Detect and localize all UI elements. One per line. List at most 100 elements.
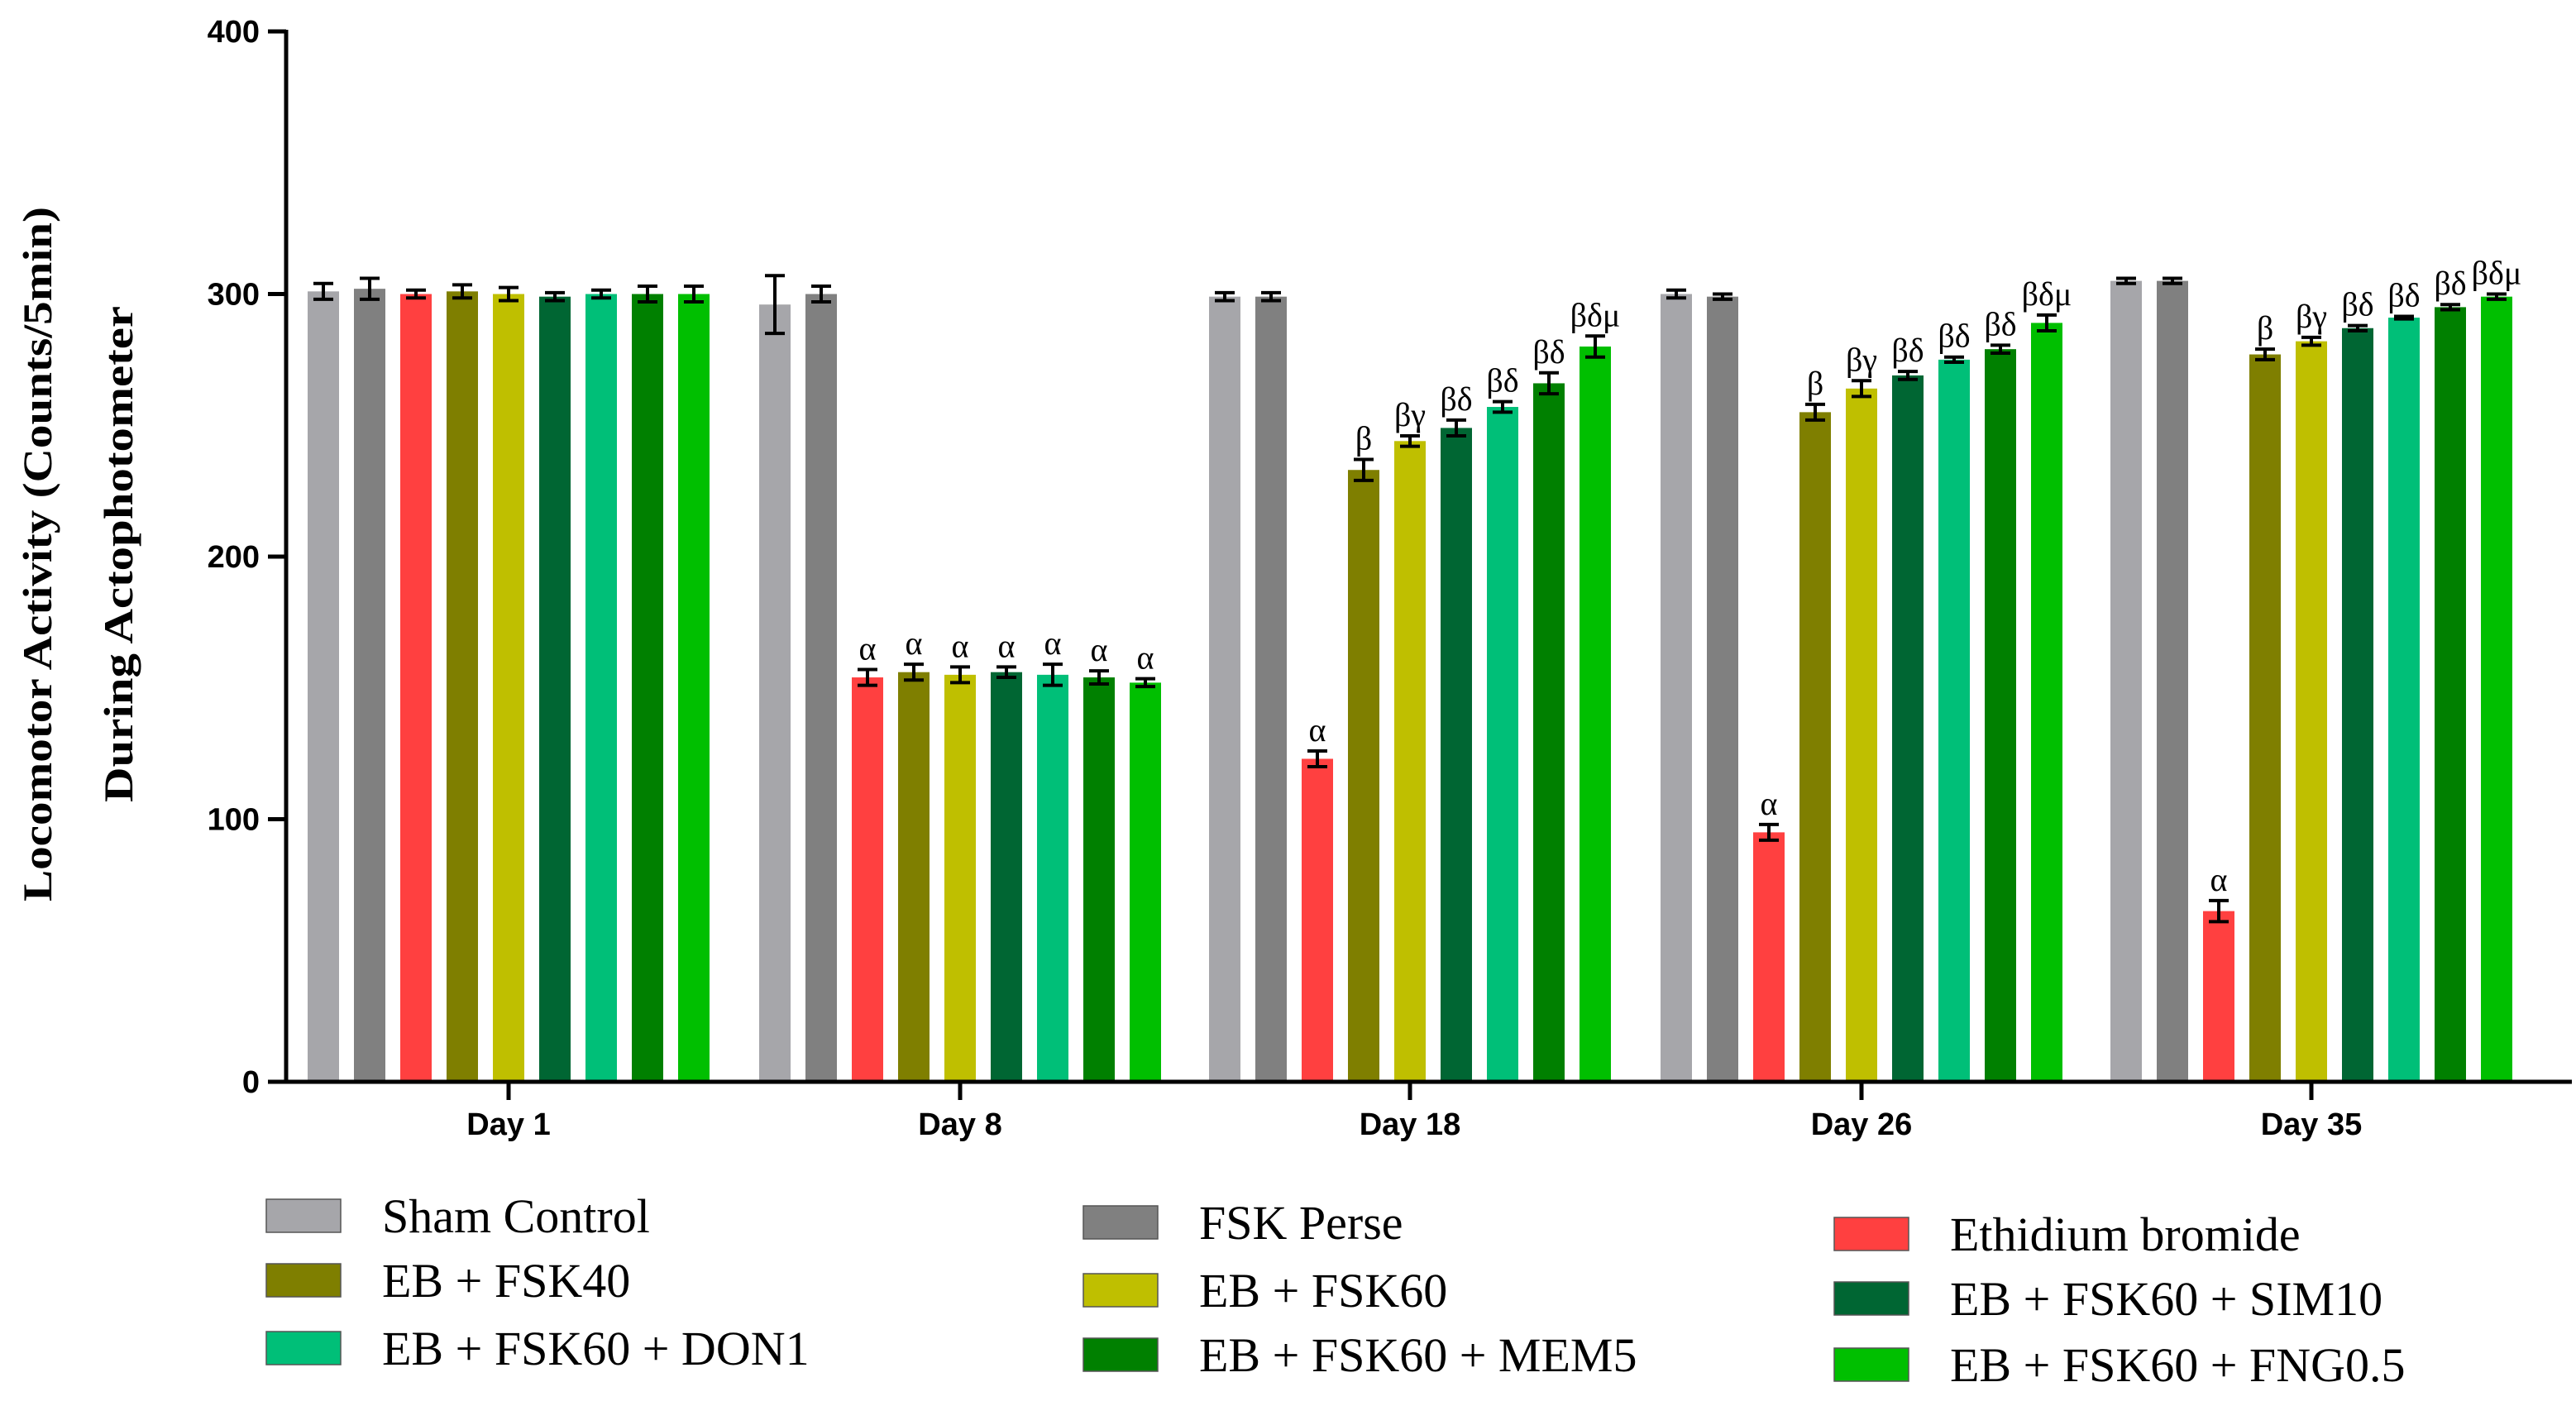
error-bar-8-4 [2487, 292, 2507, 301]
bar-3-0 [447, 291, 478, 1082]
bar-3-1 [898, 672, 930, 1082]
error-bar-2-4 [2209, 898, 2229, 924]
error-bar-7-1 [1089, 669, 1109, 686]
bar-2-3 [1753, 832, 1785, 1082]
bar-4-2 [1394, 441, 1426, 1082]
error-bar-5-4 [2348, 323, 2368, 332]
bar-7-2 [1533, 383, 1565, 1082]
bar-8-2 [1580, 347, 1611, 1082]
y-tick-label-100: 100 [208, 803, 260, 838]
legend-label-0-1: FSK Perse [1199, 1196, 1403, 1250]
legend-swatch-1-0 [265, 1263, 342, 1298]
legend-item-0-0: Sham Control [265, 1189, 650, 1243]
x-tick-label-1: Day 8 [918, 1107, 1001, 1142]
annotation-3-4: β [2257, 309, 2273, 347]
x-tick-label-4: Day 35 [2261, 1107, 2363, 1142]
bar-1-1 [805, 294, 837, 1082]
error-bar-7-4 [2440, 303, 2460, 312]
error-bar-0-0 [313, 281, 333, 301]
legend-swatch-0-1 [1082, 1205, 1159, 1240]
bar-1-0 [354, 289, 385, 1082]
error-bar-1-4 [2163, 276, 2182, 285]
error-bar-1-3 [1713, 292, 1732, 301]
error-bar-3-3 [1805, 402, 1825, 422]
bar-6-1 [1037, 674, 1068, 1082]
legend-label-1-1: EB + FSK60 [1199, 1264, 1447, 1318]
error-bar-0-2 [1215, 290, 1235, 303]
bar-0-1 [759, 304, 791, 1082]
bar-6-3 [1938, 359, 1970, 1082]
annotation-6-2: βδ [1486, 362, 1518, 399]
error-bar-7-3 [1991, 343, 2010, 355]
x-tick-label-0: Day 1 [466, 1107, 550, 1142]
annotation-6-4: βδ [2387, 276, 2420, 313]
error-bar-0-4 [2116, 276, 2136, 285]
error-bar-7-2 [1539, 371, 1559, 396]
bar-3-4 [2249, 354, 2281, 1082]
error-bar-0-1 [765, 274, 785, 336]
bar-2-4 [2203, 911, 2234, 1082]
annotation-7-3: βδ [1984, 305, 2016, 342]
bar-2-0 [400, 294, 432, 1082]
error-bar-2-3 [1759, 822, 1779, 842]
bar-2-2 [1302, 758, 1333, 1082]
legend-swatch-2-0 [265, 1331, 342, 1365]
error-bar-8-1 [1135, 677, 1155, 689]
annotation-7-1: α [1091, 631, 1108, 668]
bars-layer [308, 280, 2512, 1082]
bar-2-1 [852, 677, 883, 1082]
x-tick-label-3: Day 26 [1811, 1107, 1913, 1142]
error-bar-4-4 [2301, 335, 2321, 347]
legend: Sham Control FSK Perse Ethidium bromide EB … [265, 1189, 2405, 1392]
bar-3-3 [1799, 412, 1831, 1082]
bar-6-0 [585, 294, 617, 1082]
bar-4-4 [2296, 341, 2327, 1082]
bar-4-1 [944, 674, 976, 1082]
bar-5-3 [1892, 375, 1924, 1082]
annotation-4-2: βγ [1394, 396, 1426, 433]
bar-3-2 [1348, 470, 1379, 1082]
error-bar-1-0 [360, 276, 380, 301]
bar-7-3 [1985, 349, 2016, 1082]
bar-6-2 [1487, 407, 1518, 1082]
annotation-6-3: βδ [1938, 318, 1970, 355]
legend-swatch-2-1 [1082, 1337, 1159, 1372]
error-bar-4-2 [1400, 433, 1420, 448]
annotation-5-1: α [998, 627, 1016, 664]
legend-item-0-2: Ethidium bromide [1833, 1208, 2301, 1261]
x-tick-label-2: Day 18 [1360, 1107, 1461, 1142]
error-bar-5-1 [996, 665, 1016, 680]
bar-6-4 [2388, 318, 2420, 1082]
error-bars-layer [313, 274, 2507, 924]
error-bar-2-1 [858, 667, 877, 687]
error-bar-1-2 [1261, 290, 1281, 303]
bar-7-1 [1083, 677, 1115, 1082]
bar-7-0 [632, 294, 663, 1082]
y-tick-label-400: 400 [208, 15, 260, 50]
legend-item-1-0: EB + FSK40 [265, 1254, 630, 1308]
annotation-7-4: βδ [2434, 265, 2466, 302]
bar-8-1 [1130, 682, 1161, 1082]
legend-label-2-2: EB + FSK60 + FNG0.5 [1950, 1338, 2405, 1392]
bar-1-2 [1255, 296, 1287, 1082]
y-tick-label-0: 0 [242, 1065, 260, 1100]
bar-7-4 [2435, 307, 2466, 1082]
annotation-3-3: β [1807, 365, 1823, 402]
bar-1-4 [2157, 280, 2188, 1082]
bar-4-3 [1846, 388, 1877, 1082]
error-bar-1-1 [811, 284, 831, 304]
annotation-3-1: α [906, 624, 923, 662]
legend-label-1-0: EB + FSK40 [382, 1254, 630, 1308]
annotation-5-4: βδ [2341, 286, 2373, 323]
error-bar-8-2 [1585, 334, 1605, 359]
error-bar-4-1 [950, 665, 970, 685]
annotation-8-4: βδμ [2472, 255, 2522, 292]
annotation-5-3: βδ [1891, 332, 1924, 369]
annotation-4-4: βγ [2296, 298, 2327, 335]
error-bar-3-2 [1354, 457, 1374, 482]
error-bar-5-0 [545, 290, 565, 303]
annotation-6-1: α [1044, 624, 1062, 662]
annotation-2-2: α [1309, 711, 1326, 748]
